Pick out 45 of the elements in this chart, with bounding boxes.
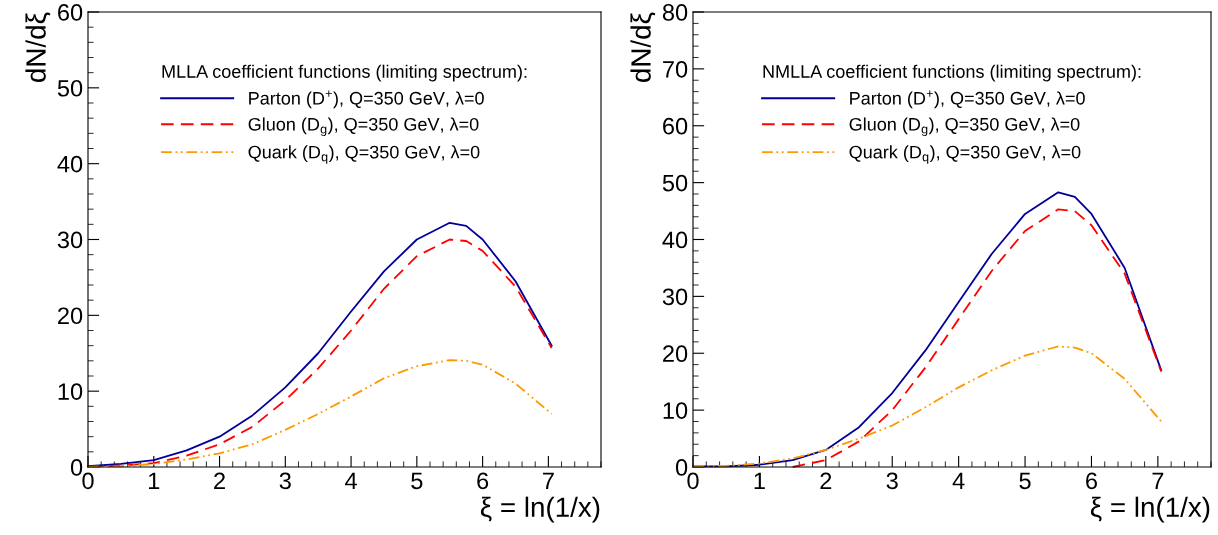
y-tick-label: 40 xyxy=(57,155,83,173)
y-tick-label: 0 xyxy=(70,459,83,476)
x-tick-label: 1 xyxy=(149,472,160,489)
y-tick-label: 0 xyxy=(675,459,688,476)
x-tick-label: 0 xyxy=(687,472,699,490)
legend-label: Gluon (D$_{g}$), Q=350 GeV, λ=0 xyxy=(849,117,1080,136)
x-tick-label: 7 xyxy=(543,472,554,489)
y-tick-label: 40 xyxy=(662,231,688,249)
legend-title: NMLLA coefficient functions (limiting spectrum): xyxy=(763,64,1141,82)
legend-label: Quark (D$_{q}$), Q=350 GeV, λ=0 xyxy=(849,145,1081,164)
y-tick-label: 80 xyxy=(662,4,688,21)
y-tick-label: 20 xyxy=(663,345,688,363)
y-tick-label: 30 xyxy=(57,231,83,249)
y-tick-label: 10 xyxy=(58,383,83,400)
x-tick-label: 5 xyxy=(411,472,423,490)
y-tick-label: 60 xyxy=(663,117,688,135)
legend-label: Gluon (D$_{g}$), Q=350 GeV, λ=0 xyxy=(248,117,479,136)
x-tick-label: 3 xyxy=(279,472,291,490)
y-tick-label: 50 xyxy=(57,79,83,97)
x-tick-label: 1 xyxy=(754,472,765,489)
x-axis-title: ξ = ln(1/x) xyxy=(1090,496,1210,523)
legend-label: Parton (D$^{+}$), Q=350 GeV, λ=0 xyxy=(249,90,484,109)
x-tick-label: 6 xyxy=(1086,472,1097,490)
line-series xyxy=(692,345,1163,468)
x-tick-label: 0 xyxy=(82,472,94,490)
y-axis-title: dN/dξ xyxy=(25,12,51,82)
y-tick-label: 10 xyxy=(663,402,688,419)
x-tick-label: 5 xyxy=(1019,472,1031,490)
legend-title: MLLA coefficient functions (limiting spectrum): xyxy=(162,64,527,82)
x-tick-label: 4 xyxy=(345,472,357,489)
x-axis-title: ξ = ln(1/x) xyxy=(480,496,600,523)
y-axis-title: dN/dξ xyxy=(630,12,656,82)
x-tick-label: 3 xyxy=(886,472,898,490)
legend-label: Parton (D$^{+}$), Q=350 GeV, λ=0 xyxy=(850,90,1085,109)
x-tick-label: 6 xyxy=(477,472,489,490)
y-tick-label: 50 xyxy=(662,174,688,192)
legend-label: Quark (D$_{q}$), Q=350 GeV, λ=0 xyxy=(248,145,480,164)
x-tick-label: 2 xyxy=(820,472,832,489)
x-tick-label: 4 xyxy=(952,472,965,489)
y-tick-label: 60 xyxy=(58,4,83,21)
y-tick-label: 30 xyxy=(662,288,688,306)
y-tick-label: 70 xyxy=(663,60,688,78)
x-tick-label: 2 xyxy=(214,472,225,489)
x-tick-label: 7 xyxy=(1152,472,1164,489)
y-tick-label: 20 xyxy=(58,307,83,325)
